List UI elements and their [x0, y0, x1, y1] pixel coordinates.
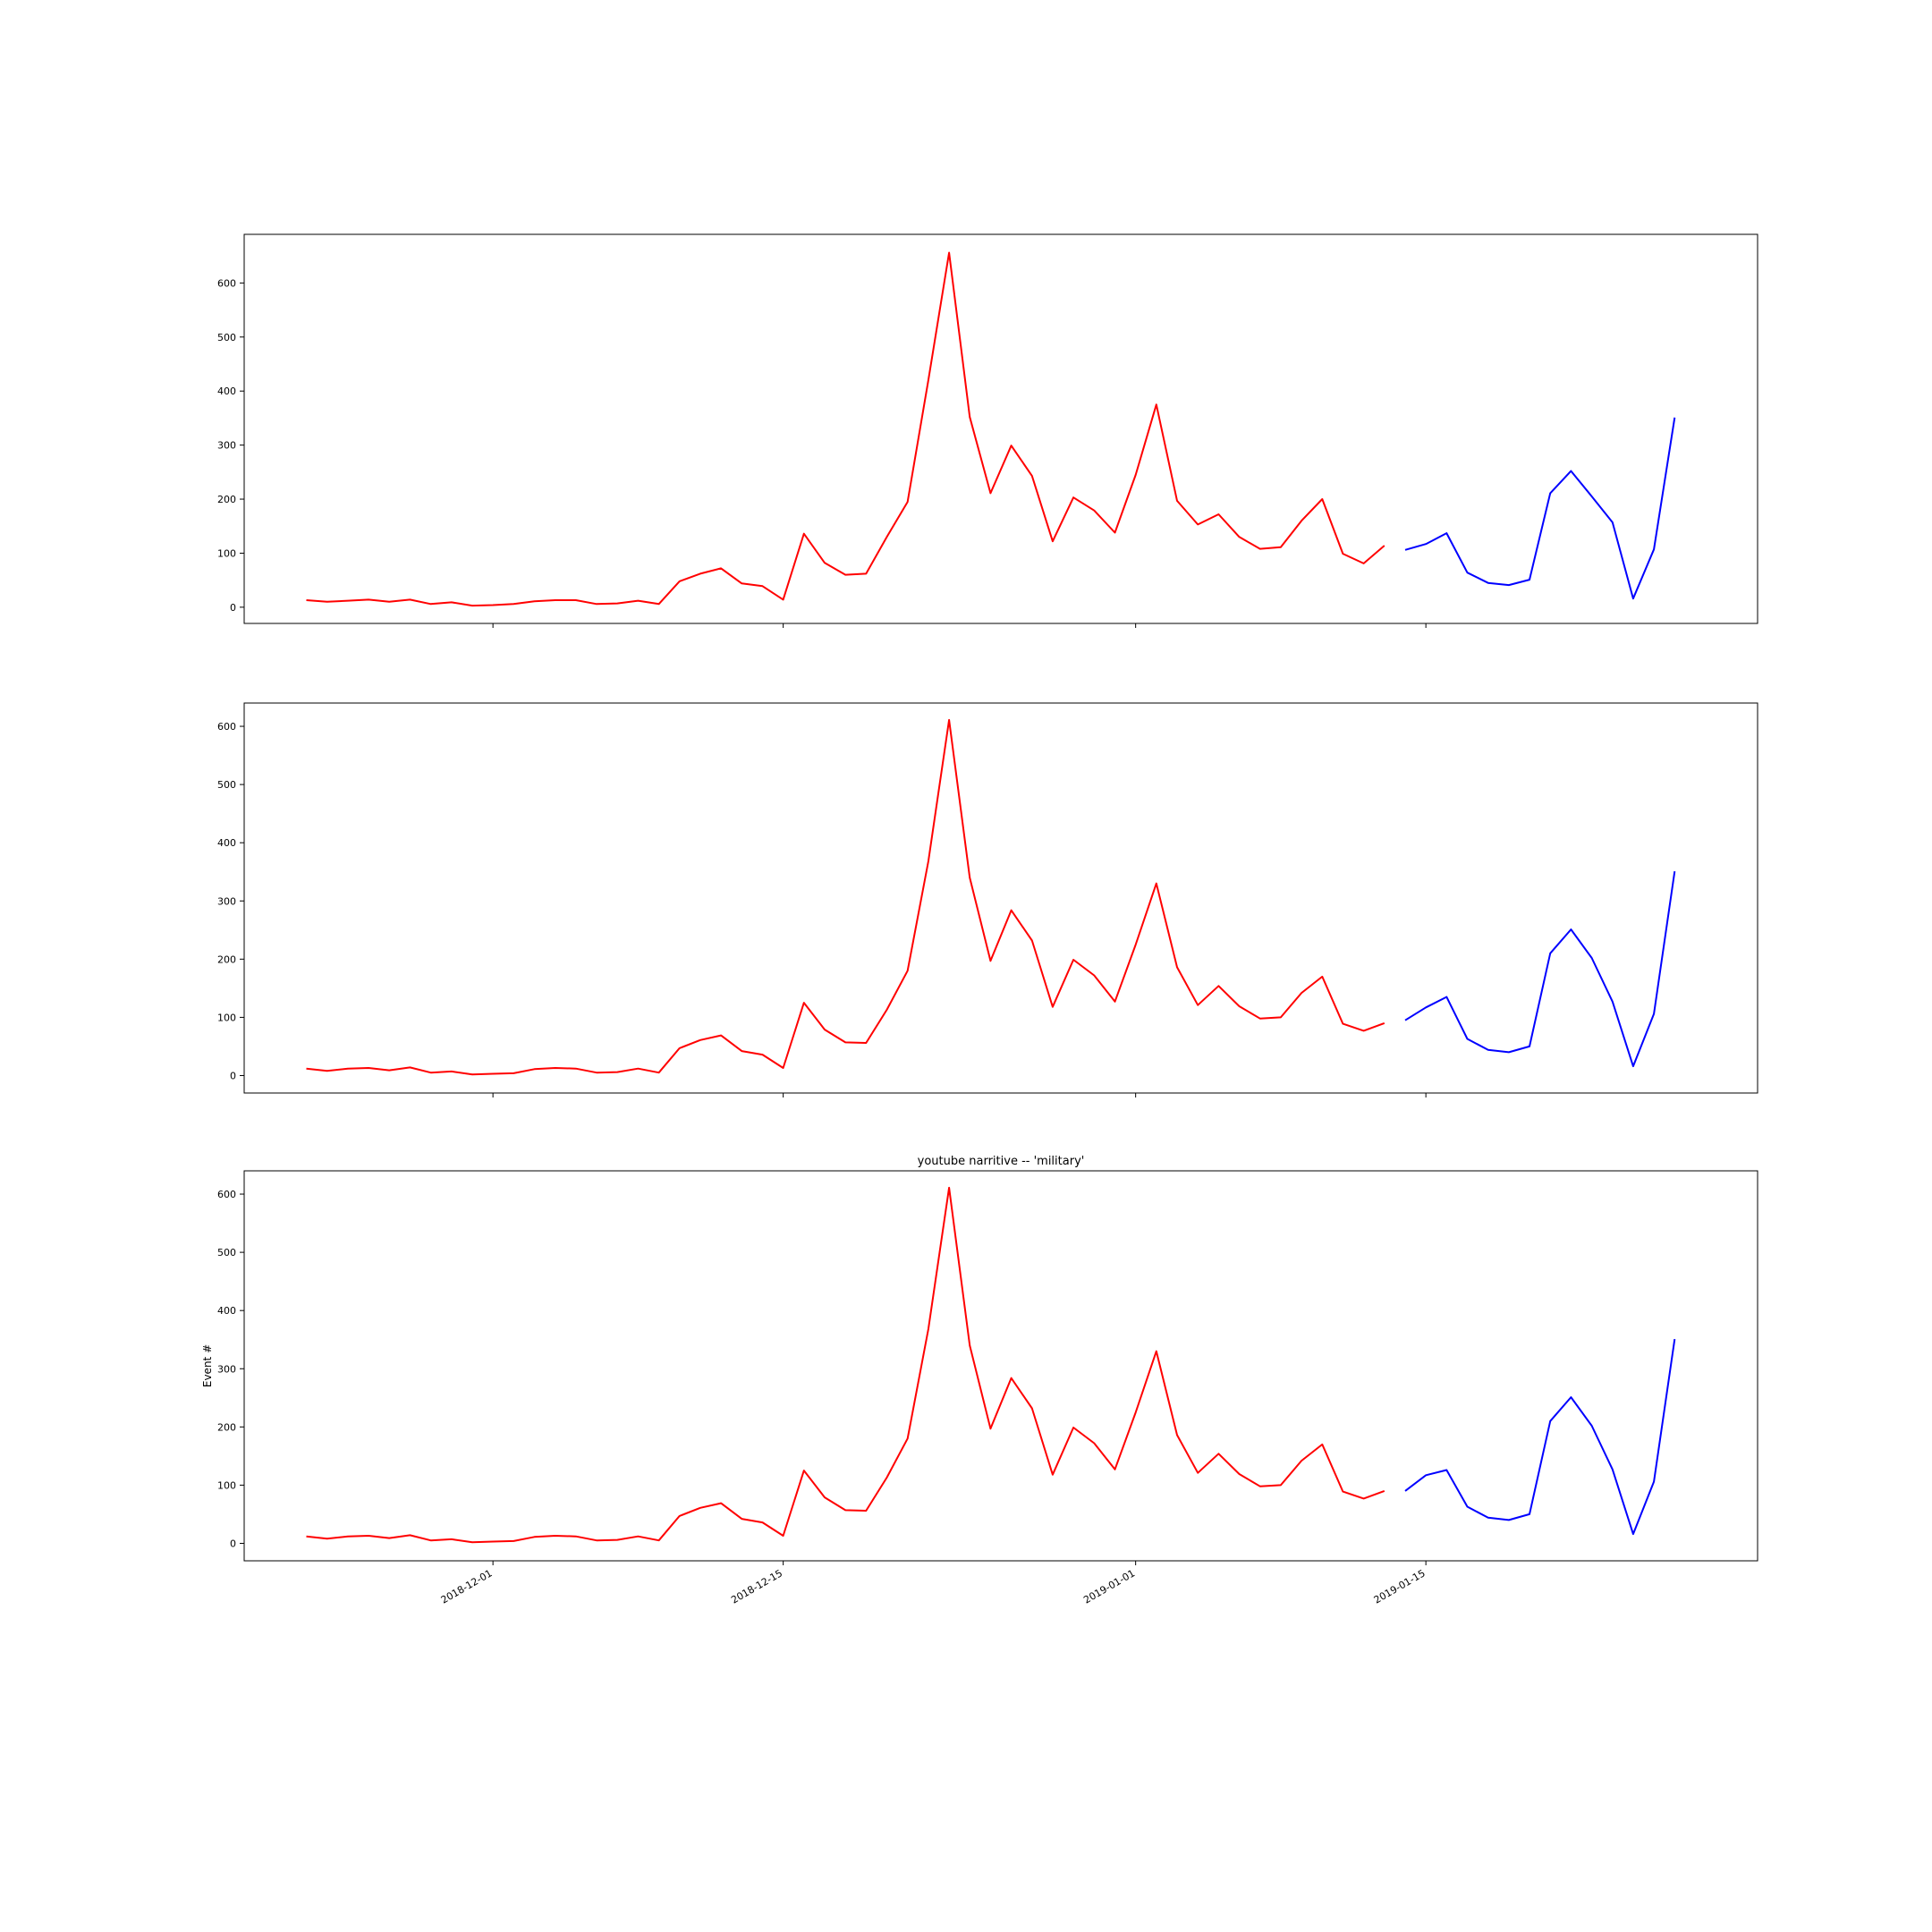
series-line-2-2	[1404, 870, 1676, 1068]
y-tick-label: 100	[217, 1012, 236, 1023]
y-tick-label: 600	[217, 1189, 236, 1200]
series-line-3-2	[1404, 1338, 1676, 1536]
y-tick-label: 400	[217, 1305, 236, 1317]
series-line-1-2	[1404, 417, 1676, 600]
chart-panel-2: 0 100 200 300 400 500 600	[217, 702, 1758, 1097]
y-tick-label: 300	[217, 440, 236, 452]
y-tick-label: 400	[217, 837, 236, 849]
y-tick-label: 600	[217, 277, 236, 289]
y-tick-label: 0	[230, 602, 236, 614]
y-tick-label: 200	[217, 494, 236, 505]
y-tick-label: 600	[217, 721, 236, 733]
axes-frame	[243, 233, 1758, 624]
axes-frame	[243, 702, 1758, 1094]
y-tick-label: 500	[217, 779, 236, 791]
series-line-1-1	[306, 251, 1385, 607]
y-tick-label: 0	[230, 1070, 236, 1081]
chart-title: youtube narritive -- 'military'	[918, 1155, 1085, 1168]
y-tick-label: 200	[217, 953, 236, 965]
series-line-3-1	[306, 1186, 1385, 1544]
y-tick-label: 300	[217, 895, 236, 907]
y-tick-label: 500	[217, 1247, 236, 1258]
y-tick-label: 200	[217, 1421, 236, 1433]
y-tick-label: 100	[217, 1479, 236, 1491]
y-axis-label: Event #	[201, 1344, 214, 1387]
y-tick-label: 300	[217, 1363, 236, 1375]
axes-frame	[243, 1170, 1758, 1562]
series-line-2-1	[306, 718, 1385, 1076]
y-tick-label: 500	[217, 332, 236, 343]
y-tick-label: 100	[217, 547, 236, 559]
y-tick-label: 0	[230, 1538, 236, 1549]
chart-panel-1: 0 100 200 300 400 500 600	[217, 233, 1758, 628]
y-tick-label: 400	[217, 386, 236, 397]
